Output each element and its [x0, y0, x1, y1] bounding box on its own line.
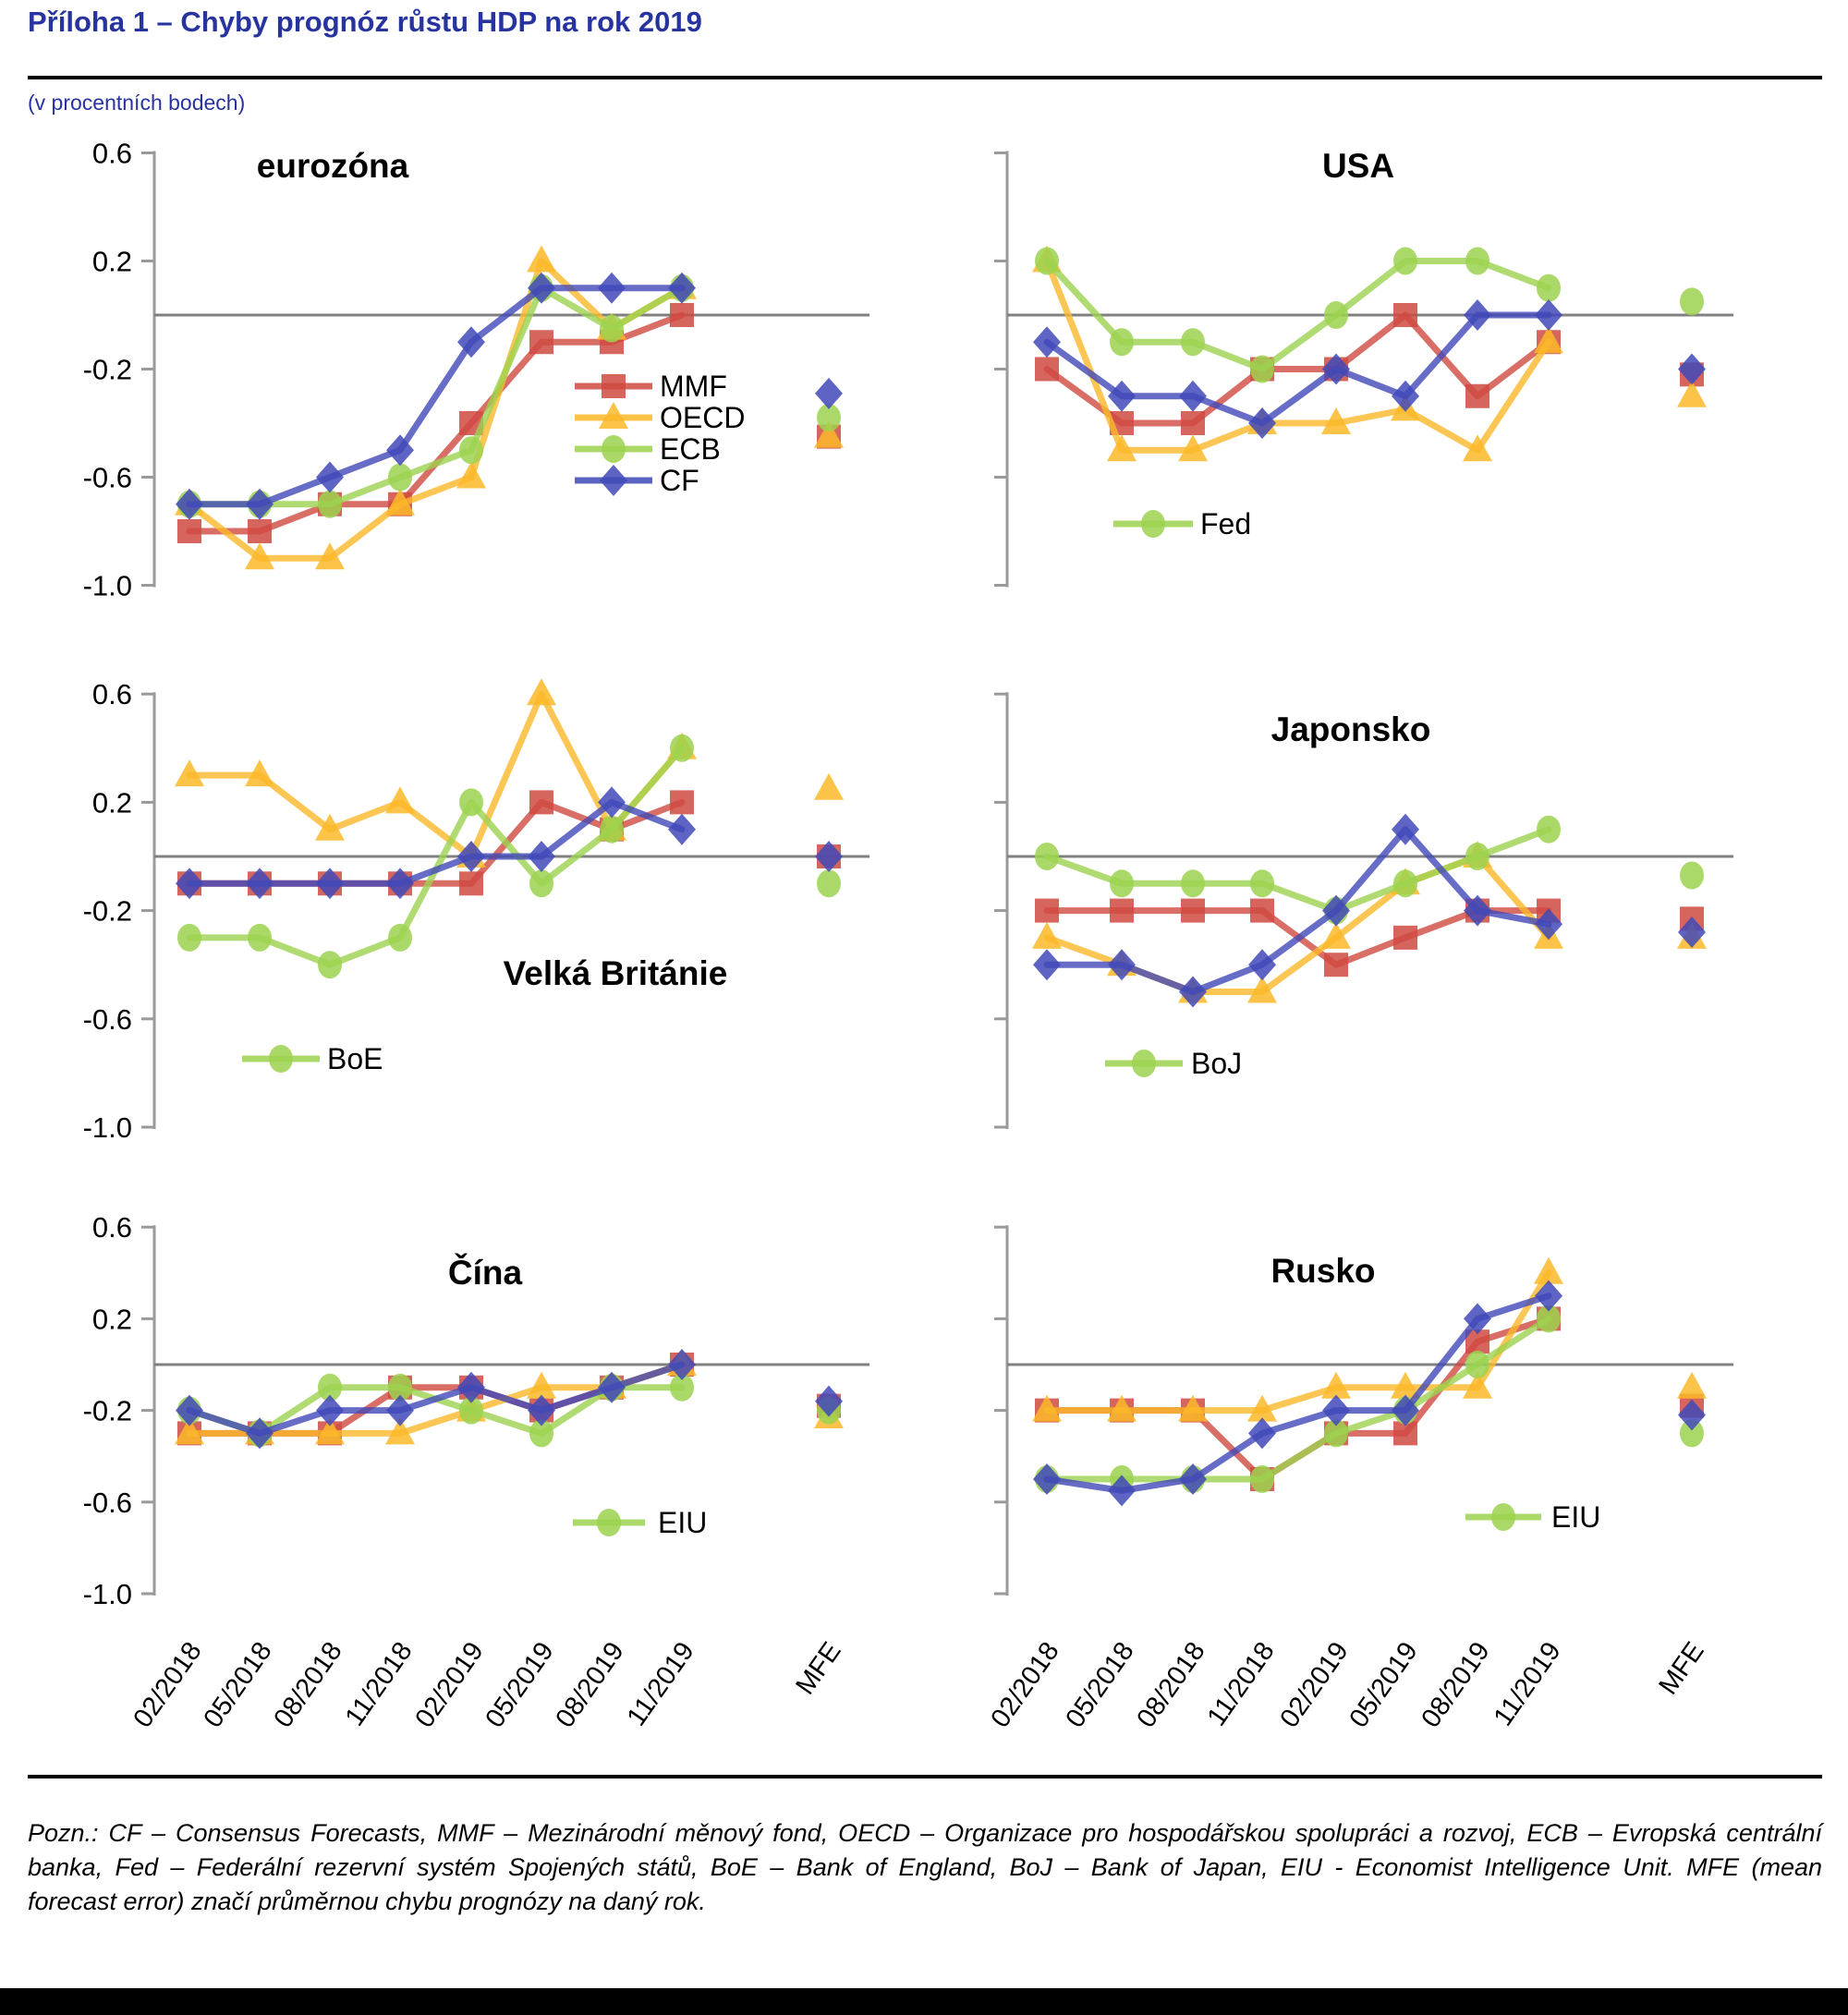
legend: EIU [573, 1506, 707, 1539]
y-axis: 0.6 0.2 -0.2 -0.6 -1.0 [83, 138, 156, 602]
title-divider [28, 76, 1822, 79]
legend-label: ECB [660, 432, 721, 466]
legend-label: MMF [660, 370, 727, 403]
chart-USA: USA Fed [994, 147, 1733, 588]
y-tick-label: 0.2 [92, 1303, 132, 1335]
chart-Čína: 0.60.2-0.2-0.6-1.0ČínaEIU02/201805/20180… [83, 1211, 869, 1733]
series-MMF [1035, 1306, 1704, 1491]
x-tick-label: 11/2018 [340, 1637, 419, 1731]
footnote-line: forecast error) značí průměrnou chybu pr… [28, 1888, 706, 1915]
y-tick-label: -1.0 [83, 1578, 132, 1610]
x-tick-label: 08/2018 [268, 1637, 347, 1733]
bottom-bar [0, 1988, 1848, 2015]
y-tick-label: -0.2 [83, 895, 132, 928]
x-axis-labels: 02/201805/201808/201811/201802/201905/20… [128, 1637, 846, 1733]
series-EIU [1035, 1305, 1704, 1493]
series-OECD [1032, 1256, 1707, 1422]
x-tick-label: 05/2018 [198, 1637, 277, 1733]
page-subtitle: (v procentních bodech) [28, 91, 246, 115]
legend: BoE [242, 1042, 383, 1075]
series-OECD [1032, 245, 1707, 462]
y-tick-label: -1.0 [83, 570, 132, 602]
x-tick-label: 02/2019 [409, 1637, 489, 1733]
y-tick-label: -0.6 [83, 1487, 132, 1519]
x-tick-label: 02/2019 [1274, 1637, 1354, 1733]
legend-label: Fed [1200, 507, 1251, 540]
x-tick-label: MFE [1653, 1637, 1709, 1701]
y-axis [994, 1225, 1009, 1596]
page-title: Příloha 1 – Chyby prognóz růstu HDP na r… [28, 6, 702, 38]
x-tick-label: 08/2019 [550, 1637, 629, 1733]
x-tick-label: 08/2019 [1416, 1637, 1495, 1733]
y-tick-label: -0.2 [83, 354, 132, 386]
x-tick-label: 02/2018 [985, 1637, 1064, 1733]
y-axis: 0.6 0.2 -0.2 -0.6 -1.0 [83, 1211, 156, 1610]
x-tick-label: 05/2018 [1060, 1637, 1139, 1733]
chart-title: Velká Británie [504, 954, 728, 992]
y-axis [994, 151, 1009, 588]
series-CF [1033, 299, 1706, 439]
y-axis: 0.6 0.2 -0.2 -0.6 -1.0 [83, 678, 156, 1144]
legend-label: OECD [660, 401, 745, 434]
series-Fed [1035, 247, 1704, 383]
y-tick-label: 0.6 [92, 138, 132, 170]
y-tick-label: -1.0 [83, 1111, 132, 1144]
chart-title: USA [1322, 147, 1394, 185]
y-tick-label: 0.6 [92, 1211, 132, 1244]
footnote: Pozn.: CF – Consensus Forecasts, MMF – M… [28, 1816, 1822, 1919]
footnote-line: Pozn.: CF – Consensus Forecasts, MMF – M… [28, 1819, 1822, 1847]
legend-label: EIU [658, 1506, 707, 1539]
x-tick-label: 11/2019 [1489, 1637, 1567, 1731]
footnote-divider [28, 1775, 1822, 1778]
y-tick-label: 0.6 [92, 678, 132, 710]
series-CF [176, 786, 843, 900]
series-CF [1033, 1280, 1706, 1507]
chart-title: Čína [448, 1253, 523, 1292]
y-axis [994, 692, 1009, 1129]
y-tick-label: -0.2 [83, 1395, 132, 1427]
y-tick-label: -0.6 [83, 1003, 132, 1036]
footnote-line: banka, Fed – Federální rezervní systém S… [28, 1853, 1822, 1881]
x-tick-label: MFE [790, 1637, 846, 1701]
chart-title: Japonsko [1271, 710, 1431, 748]
series-CF [176, 272, 843, 520]
x-tick-label: 11/2019 [622, 1637, 700, 1731]
legend-label: EIU [1551, 1500, 1600, 1534]
legend: Fed [1113, 507, 1251, 540]
x-tick-label: 02/2018 [128, 1637, 207, 1733]
legend-label: BoE [327, 1042, 383, 1075]
x-axis-labels: 02/201805/201808/201811/201802/201905/20… [985, 1637, 1709, 1733]
chart-Rusko: Rusko EIU 02/201805/201808/201811/201802/2… [985, 1225, 1733, 1733]
legend-label: BoJ [1191, 1047, 1242, 1080]
y-tick-label: 0.2 [92, 246, 132, 278]
chart-Velká Británie: 0.6 0.2 -0.2 -0.6 -1.0 Velká Británie BoE [83, 678, 869, 1144]
chart-title: Rusko [1270, 1252, 1375, 1290]
legend: EIU [1465, 1500, 1600, 1534]
chart-Japonsko: Japonsko BoJ [994, 692, 1733, 1129]
x-tick-label: 05/2019 [480, 1637, 559, 1733]
legend: BoJ [1105, 1047, 1242, 1080]
x-tick-label: 11/2018 [1202, 1637, 1281, 1731]
series-CF [176, 1349, 843, 1450]
series-CF [1033, 813, 1706, 1008]
x-tick-label: 05/2019 [1343, 1637, 1423, 1733]
chart-title: eurozóna [257, 147, 409, 185]
x-tick-label: 08/2018 [1131, 1637, 1210, 1733]
legend-label: CF [660, 464, 699, 497]
y-tick-label: 0.2 [92, 786, 132, 819]
y-tick-label: -0.6 [83, 462, 132, 494]
